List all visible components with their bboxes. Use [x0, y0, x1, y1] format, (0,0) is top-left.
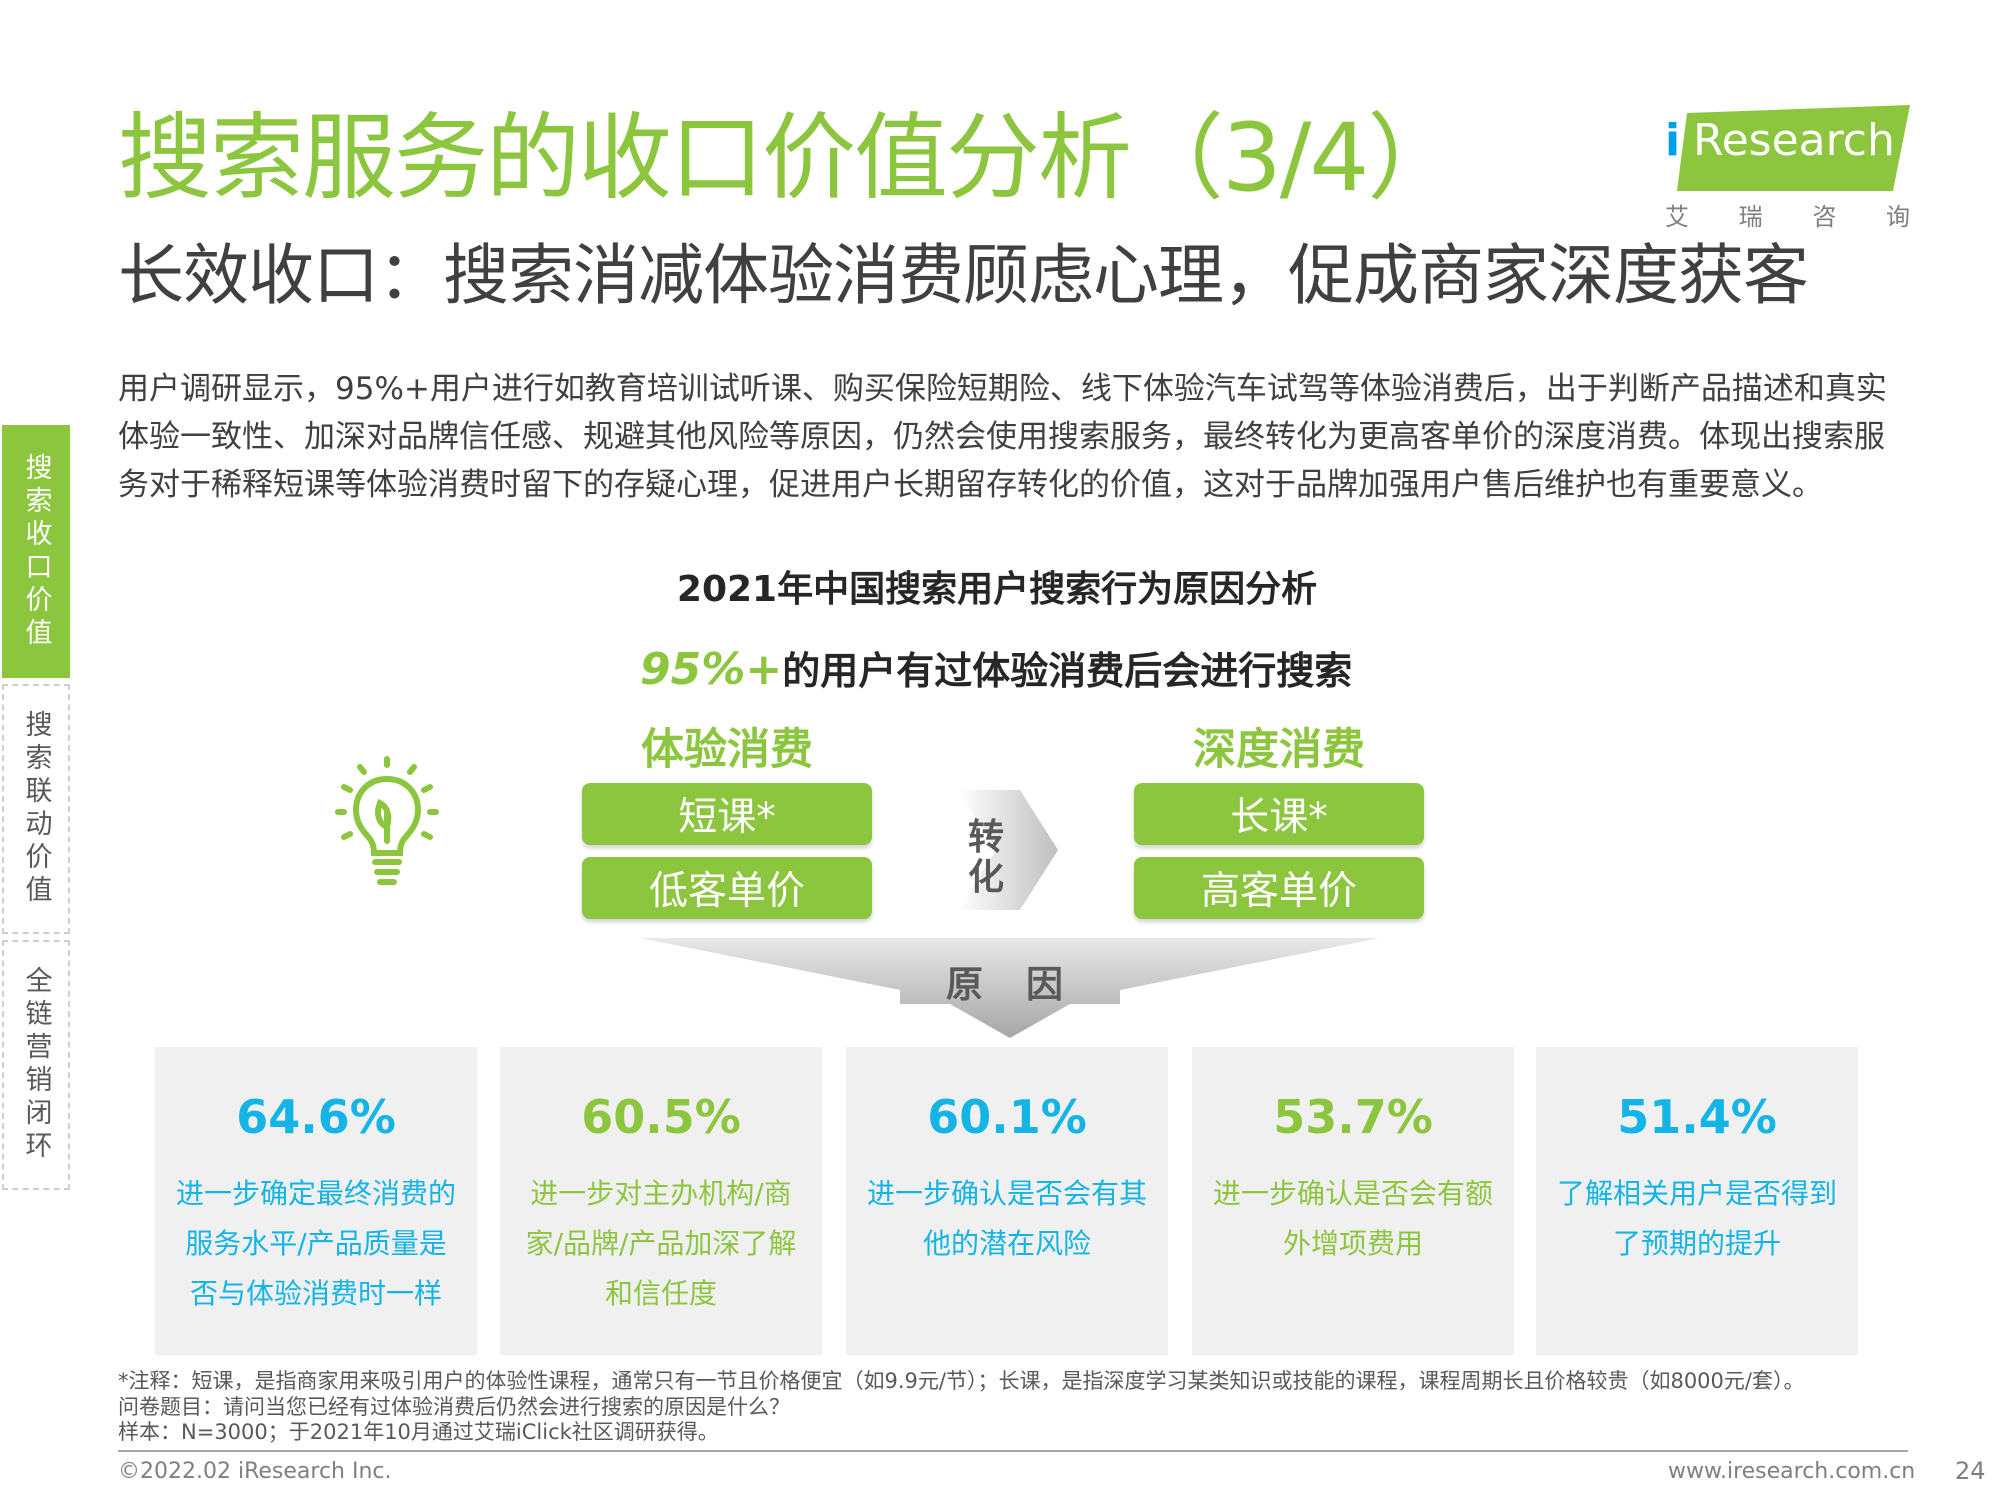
convert-label-char: 转	[968, 817, 1005, 858]
intro-paragraph: 用户调研显示，95%+用户进行如教育培训试听课、购买保险短期险、线下体验汽车试驾…	[118, 371, 1887, 503]
reason-card: 60.5% 进一步对主办机构/商家/品牌/产品加深了解和信任度	[500, 1047, 822, 1355]
sidebar-item-linkage-value[interactable]: 搜索联动价值	[2, 684, 70, 934]
reason-description: 了解相关用户是否得到了预期的提升	[1557, 1177, 1838, 1260]
reason-description: 进一步确定最终消费的服务水平/产品质量是否与体验消费时一样	[176, 1177, 457, 1310]
logo-chinese-name: 艾 瑞 咨 询	[1665, 197, 1910, 232]
experience-consumption-heading: 体验消费	[641, 725, 813, 775]
lightbulb-icon	[335, 756, 439, 885]
long-course-pill: 长课*	[1134, 783, 1424, 845]
highlight-line: 95%+的用户有过体验消费后会进行搜索	[640, 640, 1352, 695]
website-link[interactable]: www.iresearch.com.cn	[1668, 1459, 1916, 1484]
footnote-sample: 样本：N=3000；于2021年10月通过艾瑞iClick社区调研获得。	[118, 1420, 719, 1444]
reason-label-char: 原	[946, 963, 983, 1006]
chart-title: 2021年中国搜索用户搜索行为原因分析	[0, 560, 2000, 612]
iresearch-logo: i Research 艾 瑞 咨 询	[1665, 105, 1910, 233]
reason-percent: 60.1%	[927, 1090, 1087, 1144]
logo-mark-shape	[1677, 105, 1910, 191]
reason-card: 53.7% 进一步确认是否会有额外增项费用	[1192, 1047, 1514, 1355]
reason-description: 进一步确认是否会有额外增项费用	[1213, 1177, 1494, 1260]
highlight-percent: 95%+	[640, 644, 783, 695]
logo-i-letter: i	[1665, 115, 1681, 166]
sidebar-item-marketing-loop[interactable]: 全链营销闭环	[2, 940, 70, 1190]
footnote-question: 问卷题目：请问当您已经有过体验消费后仍然会进行搜索的原因是什么？	[118, 1395, 790, 1419]
low-price-pill: 低客单价	[582, 857, 872, 919]
deep-consumption-heading: 深度消费	[1193, 725, 1365, 775]
reason-percent: 51.4%	[1617, 1090, 1777, 1144]
short-course-pill: 短课*	[582, 783, 872, 845]
reason-description: 进一步确认是否会有其他的潜在风险	[867, 1177, 1148, 1260]
logo-cn-char: 瑞	[1738, 203, 1763, 231]
reason-label-char: 因	[1026, 963, 1063, 1006]
logo-cn-char: 咨	[1812, 203, 1837, 231]
reason-card: 51.4% 了解相关用户是否得到了预期的提升	[1536, 1047, 1858, 1355]
copyright-text: ©2022.02 iResearch Inc.	[118, 1459, 392, 1484]
sidebar-item-closing-value[interactable]: 搜索收口价值	[2, 425, 70, 678]
chart-title-text: 2021年中国搜索用户搜索行为原因分析	[676, 569, 1318, 610]
footer-divider	[118, 1450, 1908, 1452]
convert-label-char: 化	[968, 857, 1005, 898]
chevron-right-icon	[958, 790, 1058, 910]
reason-description: 进一步对主办机构/商家/品牌/产品加深了解和信任度	[525, 1177, 797, 1310]
footnote-definition: *注释：短课，是指商家用来吸引用户的体验性课程，通常只有一节且价格便宜（如9.9…	[118, 1369, 1805, 1393]
logo-wordmark: Research	[1693, 115, 1895, 166]
logo-cn-char: 询	[1885, 203, 1910, 231]
reason-percent: 53.7%	[1273, 1090, 1433, 1144]
highlight-text: 的用户有过体验消费后会进行搜索	[782, 649, 1353, 693]
reason-card: 64.6% 进一步确定最终消费的服务水平/产品质量是否与体验消费时一样	[155, 1047, 477, 1355]
reason-percent: 64.6%	[236, 1090, 396, 1144]
page-subtitle: 长效收口：搜索消减体验消费顾虑心理，促成商家深度获客	[118, 237, 1809, 314]
reason-card: 60.1% 进一步确认是否会有其他的潜在风险	[846, 1047, 1168, 1355]
page-title: 搜索服务的收口价值分析（3/4）	[118, 104, 1461, 213]
funnel-arrow-icon	[640, 938, 1380, 1038]
page-number: 24	[1955, 1457, 1986, 1485]
reason-percent: 60.5%	[581, 1090, 741, 1144]
high-price-pill: 高客单价	[1134, 857, 1424, 919]
logo-cn-char: 艾	[1665, 203, 1689, 231]
